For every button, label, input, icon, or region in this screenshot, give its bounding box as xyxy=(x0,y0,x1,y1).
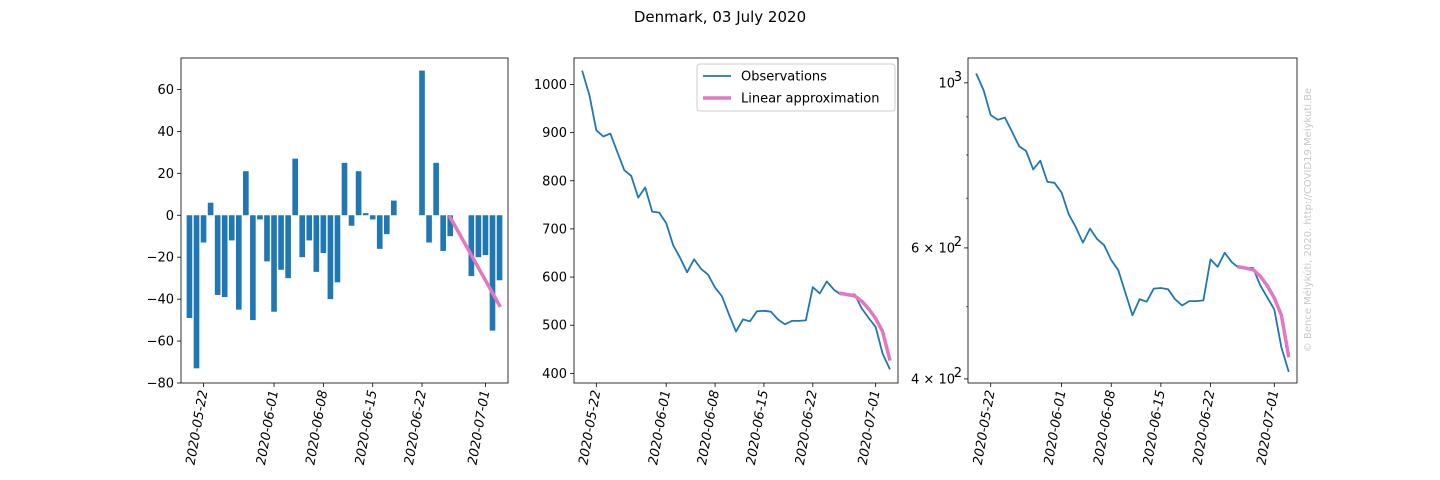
bar xyxy=(369,215,376,220)
bar xyxy=(341,162,348,216)
y-tick-label: 600 xyxy=(542,271,567,286)
bar xyxy=(376,215,383,249)
bar xyxy=(355,171,362,216)
legend-label: Linear approximation xyxy=(741,92,879,107)
bar xyxy=(482,215,489,256)
y-tick-label: 500 xyxy=(542,319,567,334)
y-tick-label: −40 xyxy=(147,293,174,308)
linear-approximation-line xyxy=(447,215,502,308)
bar xyxy=(426,215,432,243)
y-tick-label: 10 xyxy=(938,76,955,91)
bar xyxy=(221,215,228,298)
figure-title: Denmark, 03 July 2020 xyxy=(634,8,806,26)
bar xyxy=(419,70,425,216)
observations-line xyxy=(581,70,891,370)
y-tick-label: −20 xyxy=(147,251,174,266)
bar xyxy=(313,215,320,272)
y-tick-label: −60 xyxy=(147,335,174,350)
bar xyxy=(285,215,291,279)
bar xyxy=(362,213,369,216)
bar xyxy=(496,215,503,281)
bar xyxy=(257,215,263,220)
bar xyxy=(228,215,235,241)
bar xyxy=(250,215,256,321)
bar xyxy=(468,215,475,277)
legend-label: Observations xyxy=(741,70,827,85)
bar xyxy=(271,215,277,312)
bar xyxy=(320,215,327,253)
legend-box xyxy=(696,63,896,112)
bar xyxy=(475,215,482,258)
bar xyxy=(235,215,242,310)
legend: Observations Linear approximation xyxy=(696,63,896,112)
bar xyxy=(214,215,221,295)
bar xyxy=(327,215,334,300)
bar xyxy=(334,215,341,283)
y-tick-label: 60 xyxy=(157,83,174,98)
bar xyxy=(391,200,397,216)
axes-frame xyxy=(967,57,1298,384)
bar xyxy=(186,215,193,318)
y-tick-label: 40 xyxy=(157,125,174,140)
bar xyxy=(299,215,306,258)
bar xyxy=(292,158,298,216)
bar xyxy=(207,202,214,216)
bar xyxy=(278,215,284,270)
watermark-text: © Bence Mélykúti, 2020. http://COVID19.M… xyxy=(1302,88,1314,352)
y-tick-label: 400 xyxy=(542,367,567,382)
bar xyxy=(433,162,439,216)
bar xyxy=(193,215,200,369)
bar xyxy=(243,171,249,216)
y-tick-exponent: 2 xyxy=(954,366,962,381)
bar xyxy=(348,215,355,226)
y-tick-label: 1000 xyxy=(534,78,567,93)
y-tick-label: 700 xyxy=(542,222,567,237)
bar xyxy=(489,215,496,331)
bar xyxy=(383,215,390,235)
y-tick-label: −80 xyxy=(147,377,174,392)
bar xyxy=(264,215,270,262)
bar xyxy=(440,215,446,251)
bar xyxy=(306,215,313,241)
linear-approximation-line xyxy=(838,291,892,362)
axes-frame xyxy=(180,57,509,384)
y-tick-label: 900 xyxy=(542,126,567,141)
y-tick-label: 800 xyxy=(542,174,567,189)
y-tick-label: 0 xyxy=(166,209,174,224)
y-tick-exponent: 2 xyxy=(954,235,962,250)
linear-approximation-line xyxy=(1236,264,1291,358)
y-tick-exponent: 3 xyxy=(954,70,962,85)
observations-line xyxy=(975,73,1290,373)
y-tick-label: 20 xyxy=(157,167,174,182)
y-tick-label: 4 × 10 xyxy=(911,372,955,387)
bar xyxy=(447,215,454,237)
bar xyxy=(200,215,207,243)
axes-frame xyxy=(573,57,899,384)
y-tick-label: 6 × 10 xyxy=(911,241,955,256)
